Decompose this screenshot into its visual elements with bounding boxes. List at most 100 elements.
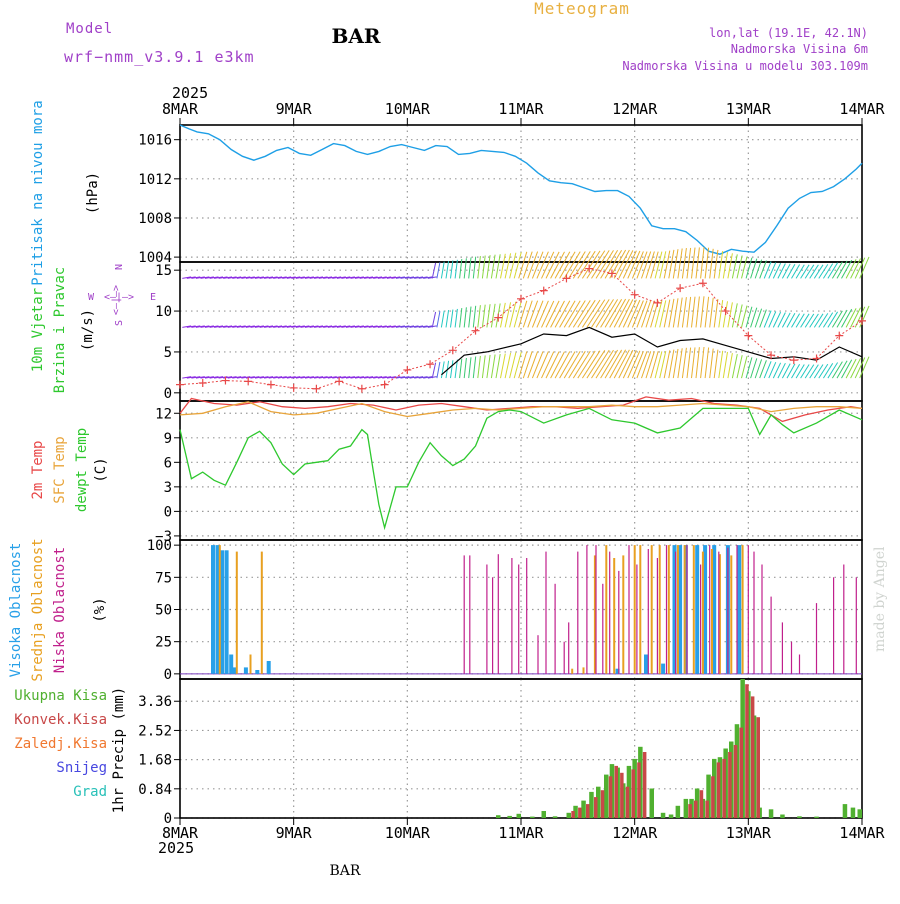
wind-barb xyxy=(277,276,287,279)
wind-barb xyxy=(509,352,517,379)
wind-barb xyxy=(186,325,196,328)
wind-barb xyxy=(440,310,445,328)
wind-barb xyxy=(454,359,458,379)
cloud-bar xyxy=(692,545,695,674)
cloud-bar xyxy=(683,545,688,674)
cloud-bar xyxy=(656,558,658,674)
wind-barb xyxy=(695,347,700,379)
wind-speed-marker xyxy=(335,377,344,386)
wind-barb xyxy=(273,376,283,379)
wind-speed-marker xyxy=(198,379,207,388)
wind-barb xyxy=(600,299,619,328)
precip-bar xyxy=(586,804,590,818)
cloud-bar xyxy=(463,555,465,674)
wind-barb xyxy=(672,348,679,379)
wind-barb xyxy=(468,357,472,379)
y-tick-label: 0 xyxy=(164,504,172,520)
wind-barb xyxy=(659,251,667,279)
cloud-bar xyxy=(833,577,835,674)
temp-unit: (C) xyxy=(93,457,109,482)
wind-barb xyxy=(627,299,641,328)
precip-bar xyxy=(797,816,802,818)
wind-barb xyxy=(486,354,491,379)
wind-barb xyxy=(568,350,586,379)
wind-barb xyxy=(423,276,433,279)
x-tick-label-top: 13MAR xyxy=(726,100,772,118)
precip-bar xyxy=(668,814,674,818)
wind-barb xyxy=(604,298,623,328)
wind-barb xyxy=(431,262,437,279)
panel-4: 0 25 50 75 100 xyxy=(147,538,863,683)
wind-barb xyxy=(613,298,630,328)
wind-barb xyxy=(241,276,251,279)
cloud-bar xyxy=(855,577,857,674)
precip-bar xyxy=(688,804,692,818)
precip-bar xyxy=(589,791,594,818)
wind-barb xyxy=(318,376,328,379)
wind-barb xyxy=(591,349,610,379)
cloud-bar xyxy=(753,551,755,674)
wind-barb xyxy=(304,325,314,328)
wind-speed-marker xyxy=(607,269,616,278)
wind-barb xyxy=(463,357,467,379)
wind-barb xyxy=(518,300,528,328)
x-tick-label-top: 12MAR xyxy=(612,100,658,118)
cloud-bar xyxy=(678,545,683,674)
cloud-bar xyxy=(613,558,616,674)
wind-barb xyxy=(609,349,627,379)
cloud-bar xyxy=(218,545,221,674)
wind-barb xyxy=(795,264,805,279)
cloud-bar xyxy=(511,558,513,674)
cloud-bar xyxy=(622,555,625,674)
wind-barb xyxy=(586,250,606,279)
wind-barb xyxy=(304,376,314,379)
wind-barb xyxy=(577,250,596,279)
wind-barb xyxy=(804,313,815,328)
wind-barb xyxy=(695,296,700,328)
wind-speed-marker xyxy=(266,380,275,389)
wind-barb xyxy=(727,302,733,328)
wind-barb xyxy=(481,304,486,328)
precip-bar xyxy=(857,809,862,818)
wind-barb xyxy=(554,351,571,379)
wind-barb xyxy=(581,299,601,328)
wind-barb xyxy=(636,251,648,279)
cloud-bar xyxy=(469,555,471,674)
cloud-bar xyxy=(232,667,237,674)
wind-speed-marker xyxy=(380,380,389,389)
wind-barb xyxy=(581,250,601,279)
wind-barb xyxy=(314,276,324,279)
wind-barb xyxy=(314,376,324,379)
pressure-title: Pritisak na nivou mora xyxy=(30,100,46,285)
wind-barb xyxy=(800,264,810,279)
precip-bar xyxy=(516,813,521,818)
precip-bar xyxy=(705,800,709,818)
wind-barb xyxy=(182,376,192,379)
wind-barb xyxy=(568,251,586,279)
precip-bar xyxy=(530,816,535,818)
temp-line-2 xyxy=(179,401,863,418)
wind-barb xyxy=(713,349,719,379)
cloud-bar xyxy=(843,564,845,674)
wind-barb xyxy=(677,297,683,328)
wind-barb xyxy=(704,296,710,328)
wind-barb xyxy=(423,325,433,328)
wind-barb xyxy=(600,349,619,379)
wind-barb xyxy=(490,254,496,279)
wind-barb xyxy=(581,350,601,379)
wind-barb xyxy=(405,325,415,328)
wind-barb xyxy=(459,258,463,279)
wind-barb xyxy=(563,251,581,279)
wind-barb xyxy=(354,325,364,328)
wind-barb xyxy=(400,376,410,379)
cloud-bar xyxy=(700,564,702,674)
wind-barb xyxy=(854,257,866,279)
wind-barb xyxy=(618,250,634,279)
wind-barb xyxy=(327,325,337,328)
wind-barb xyxy=(545,351,560,379)
wind-barb xyxy=(204,325,214,328)
cloud-bar xyxy=(667,545,670,674)
y-tick-label: −3 xyxy=(155,529,172,545)
wind-barb xyxy=(754,259,763,279)
wind-barb xyxy=(495,254,501,279)
